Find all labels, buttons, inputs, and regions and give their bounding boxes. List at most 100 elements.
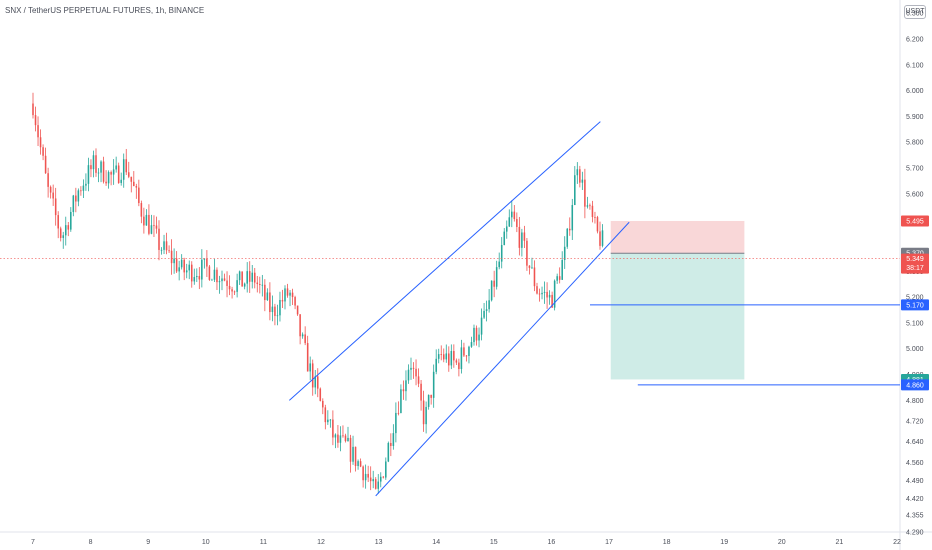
price-tick-label: 6.200 bbox=[906, 36, 924, 43]
candle-body bbox=[493, 280, 495, 287]
candle-body bbox=[450, 351, 453, 366]
candle-body bbox=[463, 347, 465, 356]
currency-button[interactable]: USDT bbox=[904, 5, 926, 19]
price-tick-label: 5.200 bbox=[906, 295, 924, 302]
candle-body bbox=[251, 272, 254, 282]
drawing-overlays[interactable] bbox=[0, 121, 900, 497]
candle-body bbox=[127, 172, 130, 177]
price-tick-label: 5.100 bbox=[906, 320, 924, 327]
candle-body bbox=[354, 446, 357, 466]
candle-body bbox=[188, 264, 191, 271]
candle-body bbox=[589, 205, 591, 207]
current-price-label-bg bbox=[901, 253, 929, 274]
candle-body bbox=[95, 155, 97, 173]
time-axis[interactable]: 7 8 9 10 11 12 13 14 15 16 17 18 19 20 21 22 bbox=[31, 539, 901, 546]
candle-body bbox=[377, 481, 380, 489]
candle-body bbox=[173, 258, 175, 264]
candle-body bbox=[253, 272, 256, 283]
candle-body bbox=[329, 419, 332, 421]
price-label-5-170: 5.170 bbox=[906, 302, 924, 309]
candle-body bbox=[49, 186, 52, 193]
candle-body bbox=[148, 214, 150, 234]
candle-body bbox=[301, 334, 304, 337]
price-label-5-495-bg bbox=[901, 215, 929, 227]
candle-body bbox=[274, 306, 276, 316]
candle-body bbox=[286, 288, 289, 296]
candle-body bbox=[362, 466, 364, 481]
candle-body bbox=[460, 347, 463, 370]
candle-body bbox=[107, 172, 110, 184]
candle-body bbox=[82, 185, 85, 191]
candle-body bbox=[518, 226, 521, 248]
candle-body bbox=[397, 412, 400, 414]
candle-body bbox=[400, 389, 402, 413]
candle-body bbox=[221, 278, 223, 282]
candle-body bbox=[427, 394, 430, 407]
candle-body bbox=[193, 277, 196, 282]
time-tick-label: 22 bbox=[893, 539, 901, 546]
candle-body bbox=[233, 291, 236, 293]
time-tick-label: 13 bbox=[375, 539, 383, 546]
candle-body bbox=[57, 215, 59, 229]
candle-body bbox=[574, 175, 576, 206]
candle-body bbox=[435, 358, 437, 372]
candle-body bbox=[571, 205, 574, 231]
price-tick-label: 6.000 bbox=[906, 88, 924, 95]
candle-body bbox=[281, 299, 284, 302]
candle-body bbox=[372, 479, 374, 482]
price-tick-label: 4.720 bbox=[906, 419, 924, 426]
candle-body bbox=[44, 155, 47, 174]
candle-body bbox=[271, 306, 274, 313]
time-tick-label: 18 bbox=[663, 539, 671, 546]
candle-body bbox=[480, 317, 483, 335]
candle-body bbox=[342, 435, 344, 437]
candle-body bbox=[541, 292, 543, 295]
candle-body bbox=[291, 292, 294, 298]
candle-body bbox=[226, 280, 228, 286]
candle-body bbox=[145, 214, 148, 226]
candle-body bbox=[64, 225, 67, 236]
position-zones bbox=[610, 220, 745, 380]
candle-body bbox=[470, 342, 473, 347]
stop-loss-zone bbox=[610, 220, 745, 254]
candle-body bbox=[75, 195, 77, 202]
time-tick-label: 17 bbox=[605, 539, 613, 546]
candle-body bbox=[538, 293, 541, 295]
candle-body bbox=[231, 289, 233, 292]
candle-body bbox=[208, 266, 211, 280]
candle-body bbox=[500, 245, 503, 262]
price-label-5-170-bg bbox=[901, 299, 929, 311]
channel-lower-line bbox=[375, 221, 630, 497]
candle-body bbox=[266, 292, 269, 301]
candle-body bbox=[102, 161, 105, 182]
candle-body bbox=[521, 232, 523, 248]
price-tick-label: 4.420 bbox=[906, 496, 924, 503]
candle-body bbox=[236, 280, 238, 292]
candle-body bbox=[337, 434, 339, 443]
candle-body bbox=[445, 353, 448, 360]
candle-body bbox=[183, 259, 185, 273]
candle-body bbox=[556, 276, 558, 281]
candle-body bbox=[100, 161, 102, 173]
price-axis[interactable]: 6.300 6.200 6.100 6.000 5.900 5.800 5.700 5.600… bbox=[901, 11, 929, 537]
candle-body bbox=[332, 419, 334, 438]
candle-body bbox=[110, 172, 112, 175]
time-tick-label: 14 bbox=[432, 539, 440, 546]
candle-body bbox=[473, 327, 475, 343]
candle-body bbox=[178, 267, 180, 272]
candlestick-series bbox=[32, 92, 604, 494]
candle-body bbox=[513, 211, 516, 220]
candle-body bbox=[243, 283, 246, 287]
candle-body bbox=[390, 443, 392, 446]
candle-body bbox=[410, 367, 412, 370]
candle-body bbox=[511, 211, 513, 218]
candle-body bbox=[543, 291, 546, 293]
price-label-4-860-bg bbox=[901, 379, 929, 391]
candle-body bbox=[198, 276, 201, 280]
candle-body bbox=[536, 286, 538, 294]
candle-body bbox=[67, 225, 70, 230]
price-label-4-860: 4.860 bbox=[906, 382, 924, 389]
candle-body bbox=[201, 259, 203, 280]
